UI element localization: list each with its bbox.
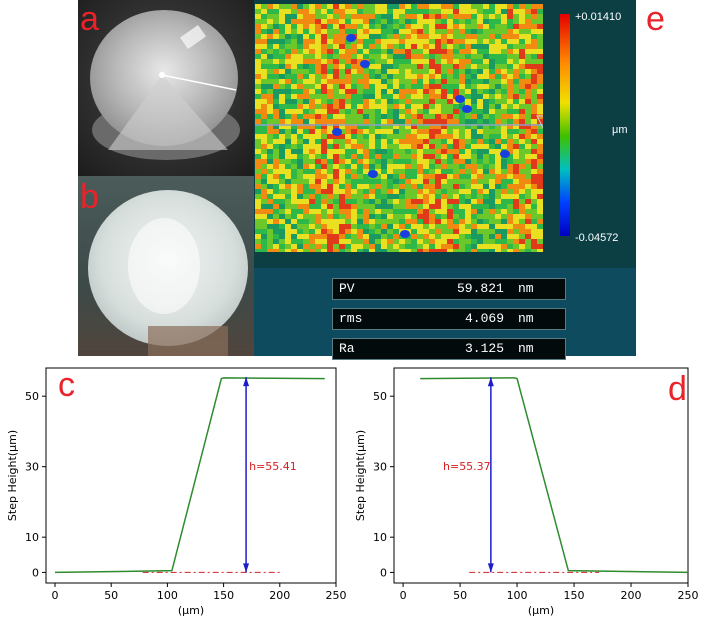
y-tick-label: 50 bbox=[25, 390, 39, 403]
chart-c-height-annotation: h=55.41 bbox=[249, 460, 297, 473]
chart-c-frame bbox=[45, 367, 337, 584]
colorbar-min-label: -0.04572 bbox=[575, 232, 619, 244]
arrow-head-down-icon bbox=[487, 563, 494, 573]
chart-c-ylabel: Step Height(μm) bbox=[6, 430, 19, 521]
stat-ra-value: 3.125 bbox=[465, 341, 505, 356]
stat-pv-name: PV bbox=[339, 281, 355, 296]
y-tick-label: 0 bbox=[380, 566, 387, 579]
step-profile-chart-c: 0 50 100 150 200 250 0 10 30 50 h=55.41 (μm) Step… bbox=[6, 367, 347, 617]
stat-rms-value: 4.069 bbox=[465, 311, 505, 326]
y-tick-label: 30 bbox=[25, 461, 39, 474]
panel-letter-c: c bbox=[58, 366, 75, 404]
stat-ra-name: Ra bbox=[339, 341, 355, 356]
profile-line-marker-icon bbox=[536, 115, 543, 130]
chart-c-xlabel: (μm) bbox=[178, 604, 204, 617]
x-tick-label: 150 bbox=[564, 589, 585, 602]
x-tick-label: 0 bbox=[51, 589, 58, 602]
chart-d-ylabel: Step Height(μm) bbox=[354, 430, 367, 521]
chart-d-xlabel: (μm) bbox=[528, 604, 554, 617]
colorbar-max-label: +0.01410 bbox=[575, 11, 622, 23]
stat-ra-box: Ra 3.125 nm bbox=[332, 338, 566, 360]
surface-height-map bbox=[255, 4, 543, 252]
photo-metal-mirror bbox=[78, 0, 254, 176]
chart-c-profile-series bbox=[54, 377, 325, 574]
stat-rms-box: rms 4.069 nm bbox=[332, 308, 566, 330]
chart-d-frame bbox=[393, 367, 689, 584]
colorbar-unit-label: μm bbox=[612, 124, 628, 136]
stat-pv-value: 59.821 bbox=[457, 281, 504, 296]
coated-disc-illustration bbox=[88, 190, 248, 356]
chart-d-height-annotation: h=55.37 bbox=[443, 460, 491, 473]
arrow-head-up-icon bbox=[243, 377, 250, 387]
x-tick-label: 250 bbox=[678, 589, 699, 602]
panel-letter-e: e bbox=[646, 0, 665, 38]
y-tick-label: 10 bbox=[373, 531, 387, 544]
x-tick-label: 250 bbox=[326, 589, 347, 602]
mirror-disc-illustration bbox=[90, 10, 240, 160]
y-tick-label: 0 bbox=[32, 566, 39, 579]
x-tick-label: 200 bbox=[621, 589, 642, 602]
arrow-head-up-icon bbox=[487, 377, 494, 387]
panel-letter-b: b bbox=[80, 178, 99, 216]
x-tick-label: 100 bbox=[157, 589, 178, 602]
stat-rms-unit: nm bbox=[518, 311, 534, 326]
x-tick-label: 200 bbox=[269, 589, 290, 602]
stat-rms-name: rms bbox=[339, 311, 363, 326]
panel-letter-d: d bbox=[668, 370, 687, 408]
x-tick-label: 50 bbox=[453, 589, 467, 602]
x-tick-label: 0 bbox=[400, 589, 407, 602]
y-tick-label: 10 bbox=[25, 531, 39, 544]
chart-d-profile-series bbox=[420, 377, 689, 574]
colorbar bbox=[560, 14, 570, 236]
y-tick-label: 50 bbox=[373, 390, 387, 403]
stat-ra-unit: nm bbox=[518, 341, 534, 356]
panel-letter-a: a bbox=[80, 0, 99, 38]
x-tick-label: 150 bbox=[213, 589, 234, 602]
photo-coated-mirror bbox=[78, 176, 254, 356]
x-tick-label: 50 bbox=[104, 589, 118, 602]
stat-pv-unit: nm bbox=[518, 281, 534, 296]
stat-pv-box: PV 59.821 nm bbox=[332, 278, 566, 300]
y-tick-label: 30 bbox=[373, 461, 387, 474]
arrow-head-down-icon bbox=[243, 563, 250, 573]
step-profile-chart-d: 0 50 100 150 200 250 0 10 30 50 h=55.37 (μm) Step… bbox=[354, 367, 699, 617]
x-tick-label: 100 bbox=[507, 589, 528, 602]
